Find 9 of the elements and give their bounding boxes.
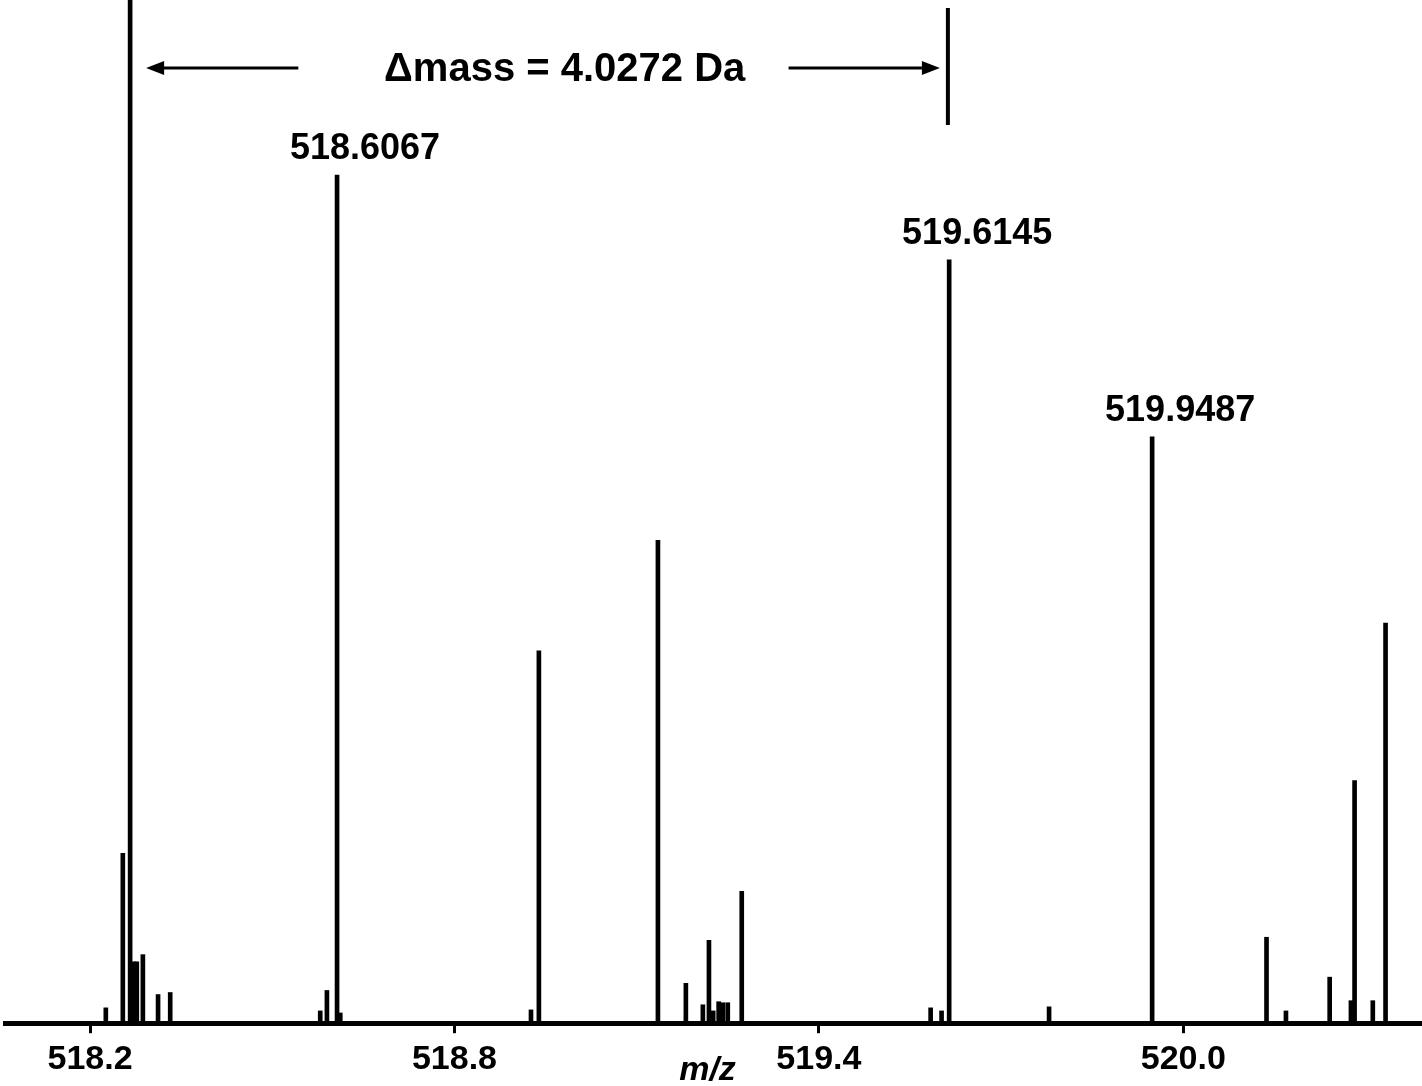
x-tick-label: 518.8 (411, 1037, 497, 1076)
x-axis-title: m/z (679, 1049, 736, 1086)
annotation: Δmass = 4.0272 Da (384, 45, 747, 90)
annotation: 518.6067 (289, 125, 441, 167)
annotation: 519.6145 (902, 210, 1053, 252)
x-tick-label: 518.2 (47, 1037, 133, 1076)
x-tick-label: 519.4 (776, 1037, 862, 1076)
annotation: 519.9487 (1105, 387, 1256, 429)
x-tick-label: 520.0 (1140, 1037, 1226, 1076)
